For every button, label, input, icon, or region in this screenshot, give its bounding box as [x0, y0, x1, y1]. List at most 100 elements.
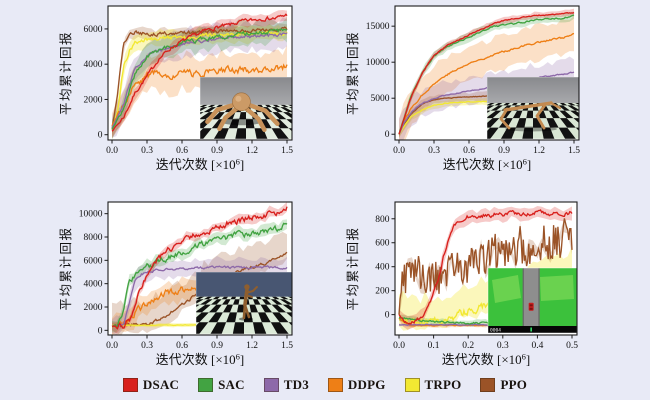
y-tick-label: 0 [98, 131, 103, 141]
band-trpo [399, 95, 574, 138]
field-patch-right [540, 275, 574, 301]
y-axis-label: 平均累计回报 [345, 31, 360, 115]
legend-item-dsac: DSAC [122, 377, 180, 393]
axes-frame [394, 201, 578, 336]
x-tick-label: 0.9 [498, 146, 510, 156]
tick-labels: 0.0 0.3 0.6 0.9 1.2 1.5 0 5000 10000 15000 [366, 22, 580, 156]
band-td3 [112, 17, 287, 138]
band-ddpg [112, 45, 287, 139]
legend-label-sac: SAC [218, 377, 245, 392]
ant-body [232, 92, 251, 112]
axes-frame [107, 5, 293, 141]
legend-swatch-td3 [263, 378, 279, 392]
tick-labels: 0.0 0.1 0.2 0.3 0.4 0.5 0 200 400 600 800 [375, 215, 578, 351]
x-tick-label: 0.6 [176, 146, 188, 156]
x-tick-label: 0.9 [211, 341, 223, 351]
y-tick-label: 5000 [371, 94, 390, 104]
ant-shadow [221, 118, 262, 126]
y-axis-label: 平均累计回报 [345, 226, 360, 310]
y-tick-label: 2000 [84, 303, 103, 313]
legend-label-trpo: TRPO [424, 377, 462, 392]
field-patch-left [492, 275, 521, 303]
legend-swatch-ppo [480, 378, 496, 392]
x-tick-label: 1.5 [281, 146, 293, 156]
halfcheetah-body [499, 107, 511, 130]
axis-ticks [104, 28, 288, 144]
legend-label-td3: TD3 [283, 377, 309, 392]
y-axis-label: 平均累计回报 [58, 31, 73, 115]
axis-ticks [391, 25, 575, 144]
axis-ticks [104, 213, 288, 339]
line-trpo [111, 30, 288, 130]
x-tick-label: 0.0 [393, 341, 405, 351]
x-tick-label: 0.6 [176, 341, 188, 351]
legend-item-sac: SAC [198, 377, 245, 393]
line-ppo [398, 218, 573, 315]
x-tick-label: 1.2 [246, 146, 258, 156]
humanoid-figure [244, 284, 250, 290]
legend: DSAC SAC TD3 DDPG TRPO PPO [0, 373, 650, 397]
line-dsac [111, 206, 288, 330]
x-tick-label: 1.5 [281, 341, 293, 351]
line-dsac [398, 11, 575, 135]
hud-step-counter: 0004 [490, 327, 501, 333]
band-ddpg [399, 15, 574, 140]
x-axis-label: 迭代次数 [×106] [156, 352, 245, 368]
y-axis-label: 平均累计回报 [58, 226, 73, 310]
x-tick-label: 1.2 [246, 341, 258, 351]
chart-top-right-halfcheetah: 0.0 0.3 0.6 0.9 1.2 1.5 0 5000 10000 15000 迭代次数 [×… [345, 5, 580, 173]
y-tick-label: 200 [375, 287, 390, 297]
x-tick-label: 0.0 [106, 146, 118, 156]
y-tick-label: 15000 [366, 22, 390, 32]
legend-swatch-sac [198, 378, 214, 392]
line-sac [111, 28, 288, 130]
line-td3 [398, 71, 575, 135]
y-tick-label: 6000 [84, 25, 103, 35]
y-tick-label: 0 [385, 311, 390, 321]
x-tick-label: 0.2 [462, 341, 474, 351]
legend-swatch-ddpg [327, 378, 343, 392]
y-tick-label: 10000 [79, 210, 103, 220]
legend-label-ddpg: DDPG [347, 377, 386, 392]
chart-bottom-left-humanoid: 0.0 0.3 0.6 0.9 1.2 1.5 0 2000 4000 6000 8000 10000… [58, 201, 293, 368]
y-tick-label: 8000 [84, 233, 103, 243]
line-sac [111, 222, 288, 329]
legend-swatch-trpo [404, 378, 420, 392]
legend-item-trpo: TRPO [404, 377, 462, 393]
y-tick-label: 2000 [84, 95, 103, 105]
x-tick-label: 1.5 [568, 146, 580, 156]
x-axis-label: 迭代次数 [×106] [156, 157, 245, 173]
line-ddpg [398, 32, 575, 135]
tick-labels: 0.0 0.3 0.6 0.9 1.2 1.5 0 2000 4000 6000 8000 10000 [79, 210, 293, 351]
inset-driving-topdown-road: 0004 [487, 267, 578, 334]
y-tick-label: 10000 [366, 58, 390, 68]
line-ddpg [111, 63, 288, 127]
legend-item-ppo: PPO [480, 377, 527, 393]
legend-item-td3: TD3 [263, 377, 309, 393]
inset-ant-robot-checkerboard [200, 77, 292, 139]
legend-label-dsac: DSAC [142, 377, 180, 392]
line-td3 [111, 265, 288, 327]
y-tick-label: 6000 [84, 256, 103, 266]
y-tick-label: 800 [375, 215, 390, 225]
chart-bottom-right-driving: 0004 0.0 0.1 0.2 0.3 0.4 0.5 0 200 400 600 800 迭代次数 … [345, 201, 578, 367]
inset-humanoid-robot-checkerboard [196, 272, 292, 334]
x-tick-label: 0.0 [393, 146, 405, 156]
axes-frame [394, 5, 580, 141]
chart-top-left-ant: 0.0 0.3 0.6 0.9 1.2 1.5 0 2000 4000 6000 迭代次数 [×10… [58, 5, 294, 173]
y-tick-label: 0 [98, 326, 103, 336]
band-sac [112, 16, 287, 140]
x-tick-label: 0.0 [106, 341, 118, 351]
line-dsac [398, 209, 573, 325]
line-ppo [111, 26, 288, 130]
inset-halfcheetah-robot-checkerboard [487, 77, 579, 139]
tick-labels: 0.0 0.3 0.6 0.9 1.2 1.5 0 2000 4000 6000 [84, 25, 294, 156]
plot-content [111, 10, 288, 140]
legend-swatch-dsac [122, 378, 138, 392]
line-dsac [111, 13, 288, 132]
x-tick-label: 0.4 [531, 341, 543, 351]
x-tick-label: 0.3 [428, 146, 440, 156]
y-tick-label: 600 [375, 239, 390, 249]
road [523, 268, 539, 326]
x-axis-label: 迭代次数 [×106] [443, 157, 532, 173]
